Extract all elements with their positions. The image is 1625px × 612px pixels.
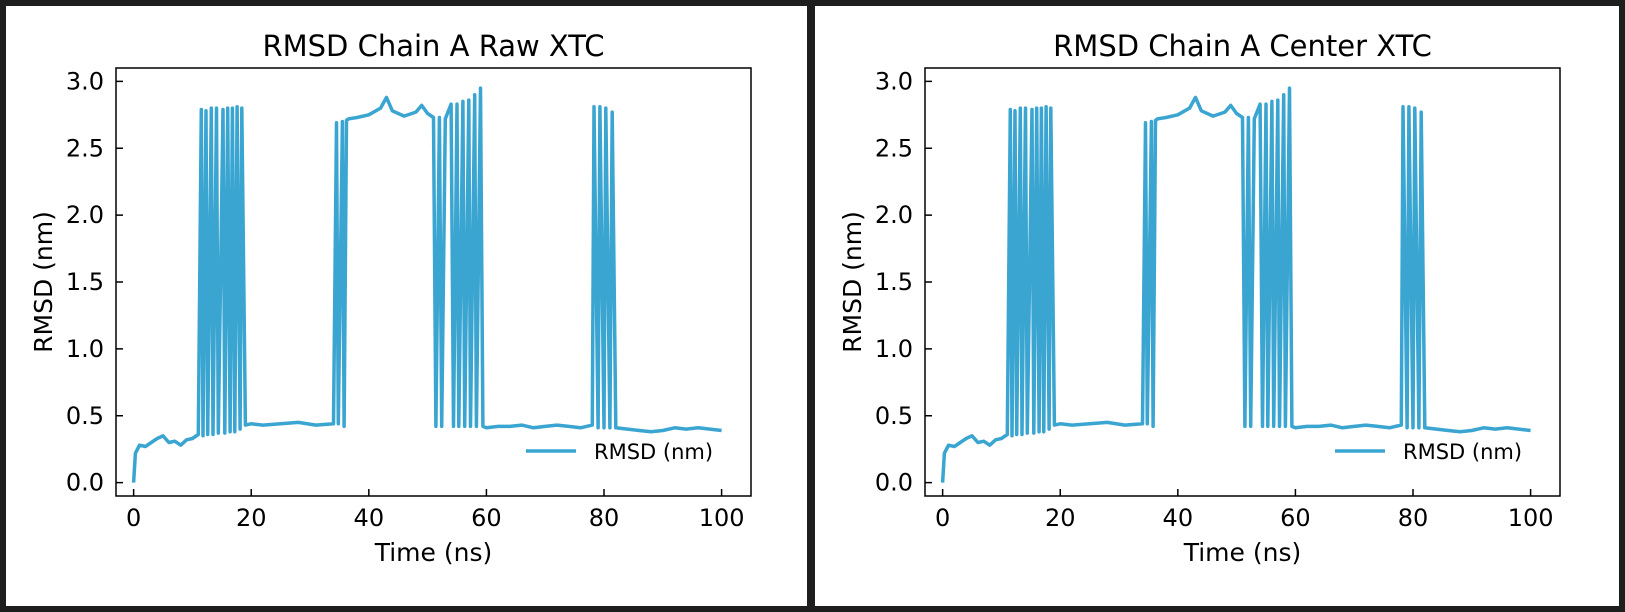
chart-panel-center: RMSD Chain A Center XTC 0 20 40 60 80 100 0.0 0.… xyxy=(815,6,1619,606)
y-tick-label: 2.5 xyxy=(875,134,913,162)
rmsd-chart-center: RMSD Chain A Center XTC 0 20 40 60 80 100 0.0 0.… xyxy=(838,29,1561,567)
y-tick-label: 0.5 xyxy=(875,402,913,430)
y-tick-label: 1.5 xyxy=(875,268,913,296)
x-tick-label: 80 xyxy=(589,504,620,532)
y-tick-label: 1.0 xyxy=(875,335,913,363)
x-tick-label: 40 xyxy=(1163,504,1194,532)
y-tick-label: 0.5 xyxy=(66,402,104,430)
y-tick-label: 2.0 xyxy=(66,201,104,229)
chart-title: RMSD Chain A Center XTC xyxy=(1053,29,1432,63)
legend-label: RMSD (nm) xyxy=(1403,440,1522,464)
x-tick-label: 80 xyxy=(1398,504,1429,532)
x-tick-label: 40 xyxy=(354,504,385,532)
x-tick-label: 60 xyxy=(471,504,502,532)
x-tick-label: 100 xyxy=(699,504,745,532)
x-tick-label: 60 xyxy=(1280,504,1311,532)
y-tick-label: 2.0 xyxy=(875,201,913,229)
x-tick-label: 100 xyxy=(1508,504,1554,532)
rmsd-chart-raw: RMSD Chain A Raw XTC 0 20 40 60 80 100 0.0 0.5 1.… xyxy=(29,29,752,567)
y-tick-label: 0.0 xyxy=(875,469,913,497)
y-tick-label: 0.0 xyxy=(66,469,104,497)
y-axis-label: RMSD (nm) xyxy=(838,211,867,353)
y-tick-label: 1.5 xyxy=(66,268,104,296)
series-line-rmsd xyxy=(940,86,1531,483)
x-axis-label: Time (ns) xyxy=(1183,538,1302,567)
y-tick-label: 3.0 xyxy=(66,67,104,95)
y-tick-label: 1.0 xyxy=(66,335,104,363)
x-tick-label: 20 xyxy=(1045,504,1076,532)
y-tick-label: 2.5 xyxy=(66,134,104,162)
x-tick-label: 0 xyxy=(126,504,141,532)
y-axis-label: RMSD (nm) xyxy=(29,211,58,353)
chart-title: RMSD Chain A Raw XTC xyxy=(262,29,604,63)
x-tick-label: 20 xyxy=(236,504,267,532)
y-tick-label: 3.0 xyxy=(875,67,913,95)
series-line-rmsd xyxy=(131,86,722,483)
chart-panel-raw: RMSD Chain A Raw XTC 0 20 40 60 80 100 0.0 0.5 1.… xyxy=(6,6,807,606)
x-tick-label: 0 xyxy=(935,504,950,532)
legend-label: RMSD (nm) xyxy=(594,440,713,464)
x-axis-label: Time (ns) xyxy=(374,538,493,567)
